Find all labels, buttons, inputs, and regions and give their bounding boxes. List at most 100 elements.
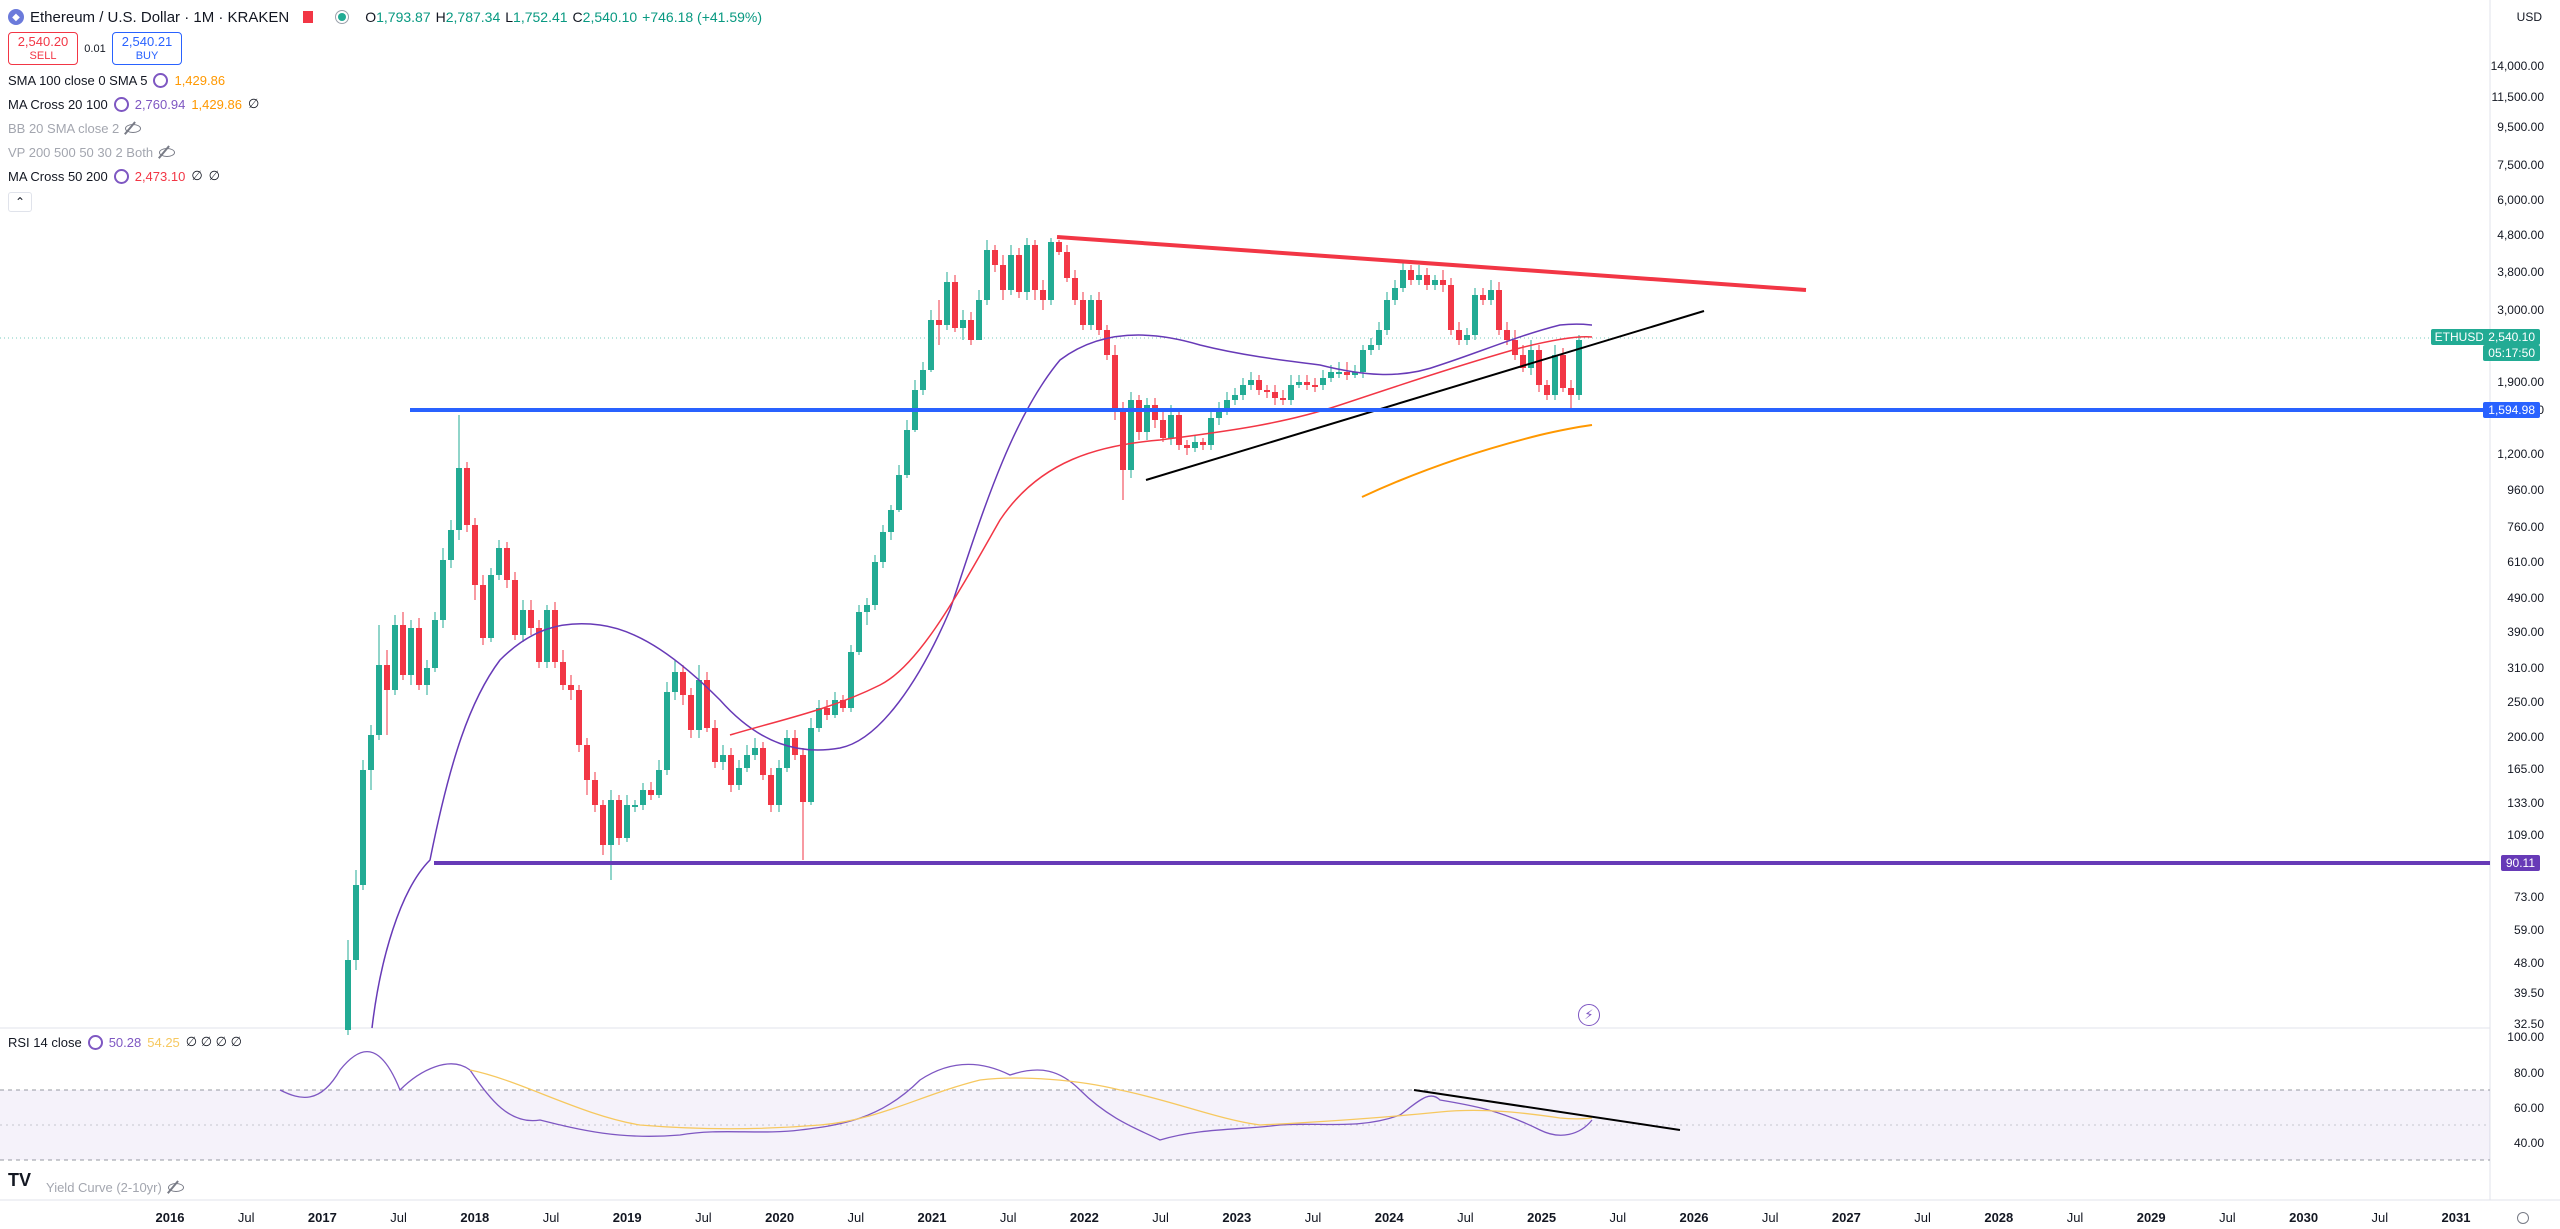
time-axis-label: 2022 bbox=[1069, 1210, 1099, 1225]
candle-body bbox=[848, 652, 854, 708]
indicator-name: VP 200 500 50 30 2 Both bbox=[8, 144, 154, 160]
time-axis-label: 2028 bbox=[1984, 1210, 2014, 1225]
time-axis-label: 2019 bbox=[612, 1210, 642, 1225]
red-flag-icon[interactable] bbox=[303, 11, 314, 23]
candle-body bbox=[1008, 255, 1014, 290]
candle-body bbox=[1248, 380, 1254, 385]
candle-body bbox=[353, 885, 359, 960]
candle-body bbox=[1528, 350, 1534, 368]
currency-label[interactable]: USD bbox=[2516, 10, 2542, 24]
time-axis-label: Jul bbox=[1761, 1210, 1779, 1225]
indicator-row[interactable]: SMA 100 close 0 SMA 5 1,429.86 bbox=[8, 68, 762, 92]
symbol-title[interactable]: Ethereum / U.S. Dollar · 1M · KRAKEN bbox=[30, 8, 290, 26]
sell-label: SELL bbox=[29, 49, 57, 62]
hidden-eye-icon[interactable] bbox=[125, 123, 142, 133]
time-axis-label: Jul bbox=[847, 1210, 865, 1225]
candle-body bbox=[432, 620, 438, 668]
rsi-settings-icon[interactable] bbox=[87, 1034, 103, 1050]
candle-body bbox=[584, 745, 590, 780]
price-axis-label: 7,500.00 bbox=[2497, 158, 2544, 172]
collapse-legend-button[interactable]: ⌃ bbox=[8, 192, 32, 212]
candle-body bbox=[856, 612, 862, 652]
candle-body bbox=[608, 800, 614, 845]
candle-body bbox=[400, 625, 406, 675]
ohlc-item: +746.18 (+41.59%) bbox=[642, 9, 762, 25]
tradingview-logo[interactable]: TV bbox=[8, 1170, 32, 1190]
candle-body bbox=[760, 748, 766, 775]
time-axis-label: Jul bbox=[390, 1210, 407, 1225]
candle-body bbox=[1072, 278, 1078, 300]
ohlc-item: O1,793.87 bbox=[365, 9, 430, 25]
candle-body bbox=[1040, 290, 1046, 300]
candle-body bbox=[1568, 388, 1574, 395]
candle-body bbox=[1184, 445, 1190, 448]
candle-body bbox=[544, 610, 550, 662]
price-axis-label: 3,800.00 bbox=[2497, 265, 2544, 279]
ohlc-value: 2,540.10 bbox=[582, 9, 638, 25]
candle-body bbox=[1216, 410, 1222, 418]
chart-legend: ◆ Ethereum / U.S. Dollar · 1M · KRAKEN O… bbox=[8, 6, 762, 212]
lightning-alert-icon[interactable]: ⚡ bbox=[1578, 1004, 1600, 1026]
indicator-settings-icon[interactable] bbox=[113, 168, 129, 184]
indicator-settings-icon[interactable] bbox=[113, 96, 129, 112]
candle-body bbox=[1416, 275, 1422, 280]
candle-body bbox=[1560, 355, 1566, 388]
yield-curve-name: Yield Curve (2-10yr) bbox=[46, 1180, 162, 1195]
indicator-row[interactable]: VP 200 500 50 30 2 Both bbox=[8, 140, 762, 164]
time-axis-label: Jul bbox=[542, 1210, 560, 1225]
hidden-eye-icon[interactable] bbox=[159, 147, 176, 157]
sell-button[interactable]: 2,540.20 SELL bbox=[8, 32, 78, 65]
bottom-level-tag: 90.11 bbox=[2500, 855, 2540, 871]
candle-body bbox=[1368, 345, 1374, 350]
candle-body bbox=[440, 560, 446, 620]
time-axis-label: Jul bbox=[2066, 1210, 2084, 1225]
candle-body bbox=[1096, 300, 1102, 330]
indicator-value: 1,429.86 bbox=[191, 96, 242, 112]
indicator-row[interactable]: MA Cross 20 100 2,760.94 1,429.86 ∅ bbox=[8, 92, 762, 116]
candle-body bbox=[1192, 442, 1198, 448]
gear-icon[interactable] bbox=[2517, 1212, 2529, 1224]
candle-body bbox=[1456, 330, 1462, 340]
buy-button[interactable]: 2,540.21 BUY bbox=[112, 32, 182, 65]
candle-body bbox=[816, 708, 822, 728]
time-axis-label: 2020 bbox=[765, 1210, 795, 1225]
indicator-row[interactable]: BB 20 SMA close 2 bbox=[8, 116, 762, 140]
candle-body bbox=[1144, 405, 1150, 432]
rsi-axis-label: 80.00 bbox=[2513, 1066, 2544, 1080]
candle-body bbox=[1232, 395, 1238, 400]
price-axis-label: 39.50 bbox=[2513, 986, 2544, 1000]
time-axis-label: Jul bbox=[1152, 1210, 1169, 1225]
candle-body bbox=[368, 735, 374, 770]
rsi-axis-label: 40.00 bbox=[2513, 1136, 2544, 1150]
candle-body bbox=[768, 775, 774, 805]
candle-body bbox=[744, 755, 750, 768]
sma20-line bbox=[371, 323, 1593, 1029]
indicator-settings-icon[interactable] bbox=[153, 72, 169, 88]
indicator-row[interactable]: MA Cross 50 200 2,473.10 ∅ ∅ bbox=[8, 164, 762, 188]
rsi-name[interactable]: RSI 14 close bbox=[8, 1034, 82, 1050]
candle-body bbox=[1304, 382, 1310, 385]
sma50-line bbox=[729, 336, 1593, 736]
price-axis-label: 109.00 bbox=[2507, 828, 2544, 842]
countdown-tag: 05:17:50 bbox=[2483, 345, 2540, 361]
hidden-eye-icon[interactable] bbox=[167, 1183, 184, 1192]
candle-body bbox=[568, 685, 574, 690]
candle-body bbox=[952, 282, 958, 328]
candle-body bbox=[448, 530, 454, 560]
price-axis-label: 390.00 bbox=[2507, 625, 2544, 639]
price-axis-label: 73.00 bbox=[2513, 890, 2544, 904]
yield-curve-legend[interactable]: Yield Curve (2-10yr) bbox=[46, 1180, 184, 1195]
time-axis-label: 2018 bbox=[460, 1210, 490, 1225]
candle-body bbox=[1440, 280, 1446, 285]
candle-body bbox=[944, 282, 950, 325]
time-axis-label: 2026 bbox=[1679, 1210, 1709, 1225]
time-axis-label: 2025 bbox=[1527, 1210, 1557, 1225]
rsi-value: 50.28 bbox=[108, 1034, 142, 1050]
candle-body bbox=[1352, 372, 1358, 375]
candle-body bbox=[1080, 300, 1086, 325]
candle-body bbox=[1112, 355, 1118, 410]
time-axis-label: Jul bbox=[1609, 1210, 1627, 1225]
candle-body bbox=[1424, 275, 1430, 285]
indicator-name: MA Cross 50 200 bbox=[8, 168, 108, 184]
